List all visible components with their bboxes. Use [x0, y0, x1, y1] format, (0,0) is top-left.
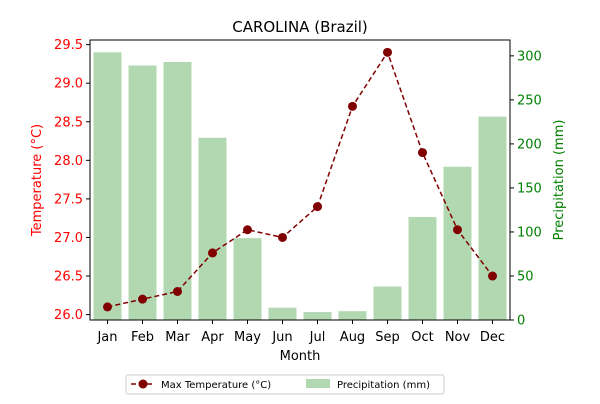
legend-line-label: Max Temperature (°C): [161, 380, 271, 391]
precip-bar: [408, 216, 437, 320]
temperature-point: [418, 148, 427, 158]
precip-bar: [233, 238, 262, 320]
x-tick-label: Jul: [309, 330, 326, 345]
y-left-tick-label: 27.5: [54, 192, 83, 207]
x-tick-label: Aug: [340, 330, 365, 345]
y-right-tick-label: 250: [517, 93, 542, 108]
y-axis-left-label: Temperature (°C): [30, 124, 45, 237]
x-tick-label: May: [234, 330, 261, 345]
y-right-tick-label: 300: [517, 49, 542, 64]
temperature-point: [243, 225, 252, 235]
temperature-point: [453, 225, 462, 235]
precip-bar: [373, 286, 402, 320]
right-axis: 0 50 100 150 200 250 300: [510, 49, 542, 329]
y-axis-right-label: Precipitation (mm): [552, 120, 567, 241]
x-tick-label: Apr: [201, 330, 224, 345]
temperature-point: [173, 286, 182, 296]
precip-bar: [268, 307, 297, 320]
temperature-point: [383, 47, 392, 57]
temperature-point: [103, 302, 112, 312]
plot-frame: [89, 39, 511, 321]
precip-bar: [338, 311, 367, 320]
left-axis: 26.0 26.5 27.0 27.5 28.0 28.5 29.0 29.5: [54, 38, 90, 323]
x-tick-label: Mar: [165, 330, 190, 345]
precip-bar: [163, 62, 192, 321]
temperature-point: [208, 248, 217, 258]
chart-title: CAROLINA (Brazil): [232, 18, 368, 36]
temperature-point: [313, 202, 322, 212]
precip-bar: [443, 166, 472, 320]
x-tick-label: Feb: [131, 330, 154, 345]
y-right-tick-label: 0: [517, 314, 525, 329]
temperature-line: [107, 50, 494, 308]
legend-line-marker: [138, 379, 148, 389]
temperature-point: [138, 294, 147, 304]
y-right-tick-label: 100: [517, 225, 542, 240]
bars-layer: [93, 52, 507, 321]
x-tick-label: Dec: [480, 330, 505, 345]
y-left-tick-label: 28.5: [54, 115, 83, 130]
x-axis: Jan Feb Mar Apr May Jun Jul Aug Sep Oct Nov Dec: [96, 320, 505, 345]
y-right-tick-label: 150: [517, 181, 542, 196]
precip-bar: [93, 52, 122, 320]
precip-bar: [198, 137, 227, 320]
temperature-point: [278, 232, 287, 242]
y-left-tick-label: 29.0: [54, 77, 83, 92]
precip-bar: [303, 312, 332, 320]
legend-box: [125, 374, 445, 395]
x-tick-label: Sep: [375, 330, 400, 345]
y-right-tick-label: 200: [517, 137, 542, 152]
x-tick-label: Jun: [271, 330, 292, 345]
x-tick-label: Oct: [411, 330, 433, 345]
line-layer: [103, 47, 497, 312]
x-tick-label: Jan: [96, 330, 117, 345]
precip-bar: [478, 116, 507, 320]
precip-bar: [128, 65, 157, 320]
x-axis-label: Month: [280, 349, 321, 364]
y-left-tick-label: 27.0: [54, 231, 83, 246]
y-left-tick-label: 29.5: [54, 38, 83, 53]
temperature-point: [488, 271, 497, 281]
x-tick-label: Nov: [445, 330, 471, 345]
legend-bar-label: Precipitation (mm): [337, 380, 430, 391]
y-left-tick-label: 28.0: [54, 154, 83, 169]
y-left-tick-label: 26.0: [54, 308, 83, 323]
y-right-tick-label: 50: [517, 269, 534, 284]
legend: Max Temperature (°C) Precipitation (mm): [125, 374, 445, 395]
y-left-tick-label: 26.5: [54, 270, 83, 285]
temperature-point: [348, 101, 357, 111]
legend-bar-swatch: [306, 379, 330, 388]
